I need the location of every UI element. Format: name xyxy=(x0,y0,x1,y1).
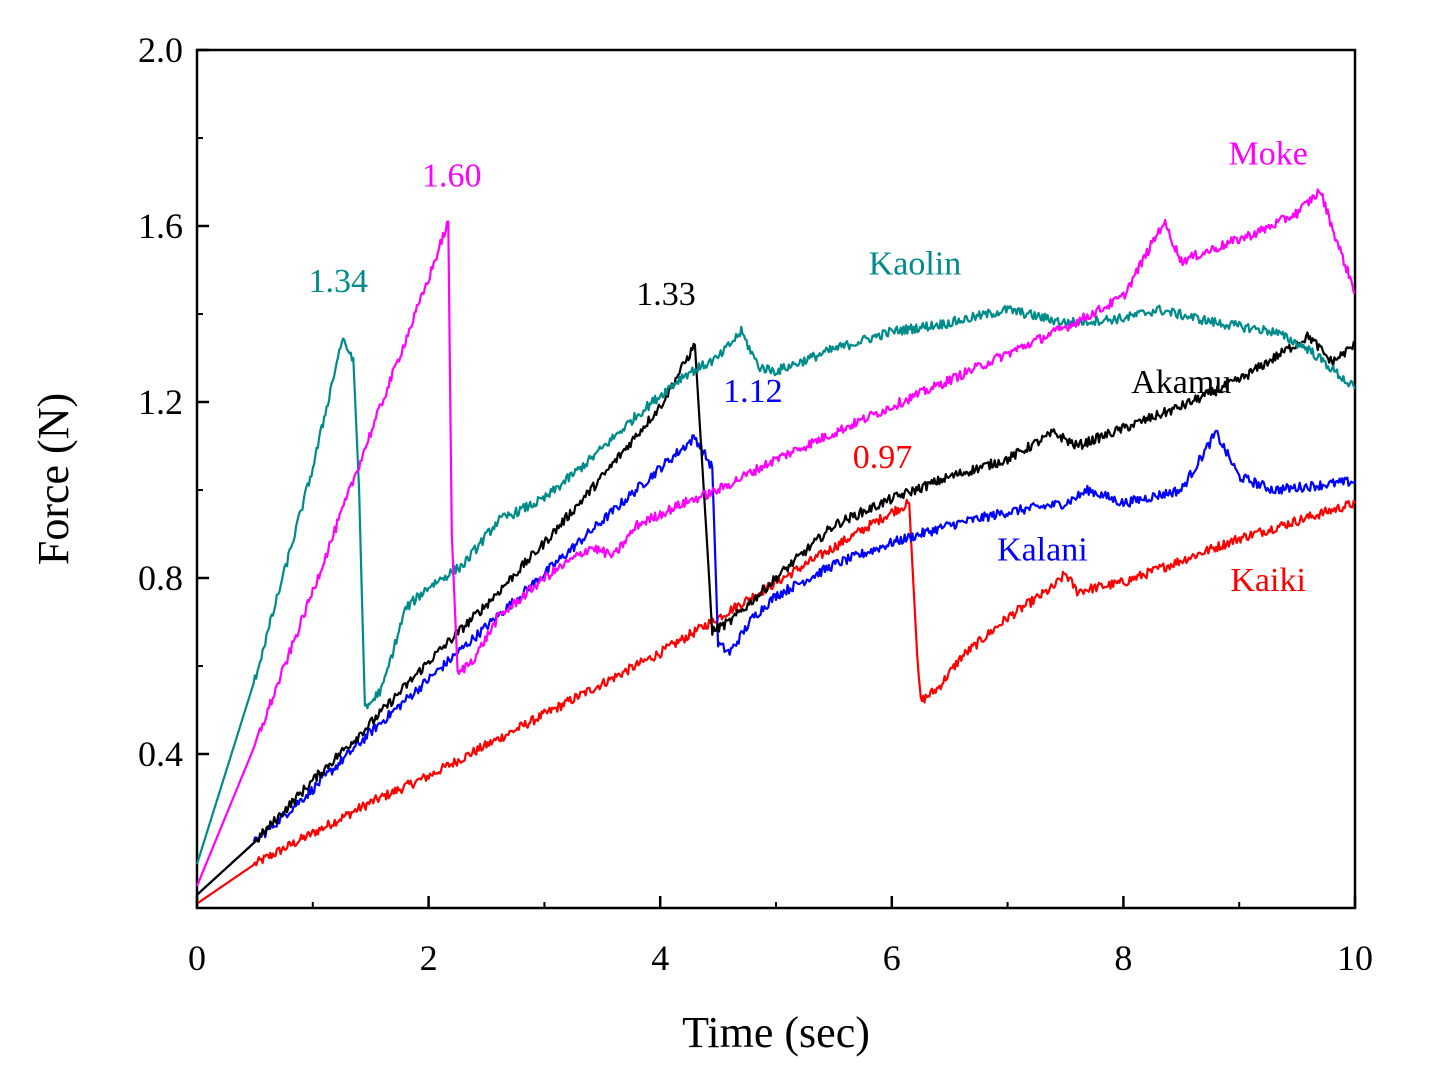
annotation-label: 1.34 xyxy=(309,263,369,300)
y-tick-label: 0.8 xyxy=(138,558,183,598)
annotation-label: 1.60 xyxy=(422,157,482,194)
y-tick-label: 2.0 xyxy=(138,30,183,70)
annotation-layer: 1.34 1.60 1.33 1.12 0.97 Kaolin Moke Akamu Kalan… xyxy=(309,135,1308,599)
y-tick-label: 0.4 xyxy=(138,734,183,774)
x-axis-title: Time (sec) xyxy=(682,1008,870,1057)
series-line-kalani xyxy=(196,429,1356,896)
annotation-label: 1.33 xyxy=(636,276,696,313)
x-tick-label: 6 xyxy=(883,938,901,978)
series-line-akamu xyxy=(196,331,1356,896)
annotation-label: 0.97 xyxy=(853,439,913,476)
annotation-label: Kalani xyxy=(997,531,1088,568)
x-tick-label: 2 xyxy=(420,938,438,978)
series-layer xyxy=(195,188,1356,905)
annotation-label: 1.12 xyxy=(723,373,783,410)
x-tick-label: 0 xyxy=(188,938,206,978)
y-tick-label: 1.6 xyxy=(138,206,183,246)
y-axis-title: Force (N) xyxy=(29,393,78,565)
x-tick-label: 10 xyxy=(1337,938,1373,978)
x-tick-label: 4 xyxy=(651,938,669,978)
annotation-label: Akamu xyxy=(1131,364,1231,401)
series-line-moke xyxy=(195,188,1356,887)
series-line-kaolin xyxy=(195,304,1356,865)
annotation-label: Moke xyxy=(1228,135,1307,172)
plot-area-frame xyxy=(195,48,1357,910)
y-tick-label: 1.2 xyxy=(138,382,183,422)
ticks-layer: 0 2 4 6 8 10 0.4 0.8 1.2 1.6 2.0 xyxy=(138,30,1373,978)
series-line-kaiki xyxy=(196,498,1356,905)
x-tick-label: 8 xyxy=(1114,938,1132,978)
annotation-label: Kaolin xyxy=(869,245,962,282)
annotation-label: Kaiki xyxy=(1230,562,1306,599)
